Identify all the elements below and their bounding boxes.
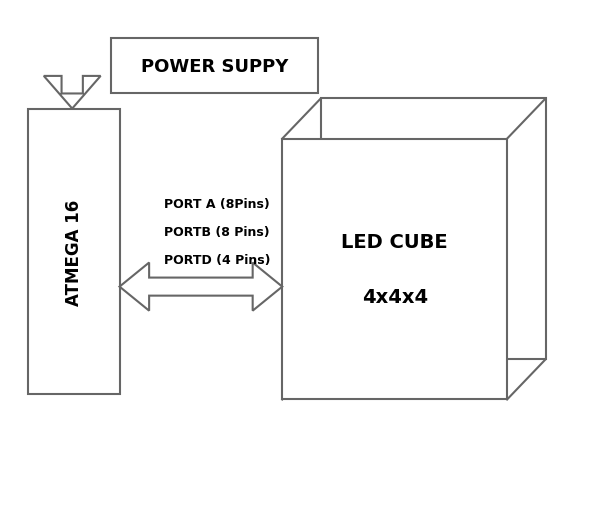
Text: POWER SUPPY: POWER SUPPY <box>140 58 288 76</box>
Text: 4x4x4: 4x4x4 <box>362 288 428 306</box>
Text: ATMEGA 16: ATMEGA 16 <box>65 199 83 305</box>
Polygon shape <box>119 263 282 311</box>
FancyBboxPatch shape <box>28 109 119 394</box>
Text: LED CUBE: LED CUBE <box>341 233 448 251</box>
FancyBboxPatch shape <box>110 39 318 94</box>
Polygon shape <box>282 139 507 400</box>
Polygon shape <box>321 99 545 360</box>
Text: PORTD (4 Pins): PORTD (4 Pins) <box>164 253 271 266</box>
Text: PORTB (8 Pins): PORTB (8 Pins) <box>164 225 270 238</box>
Polygon shape <box>44 77 101 109</box>
Text: PORT A (8Pins): PORT A (8Pins) <box>164 198 270 211</box>
